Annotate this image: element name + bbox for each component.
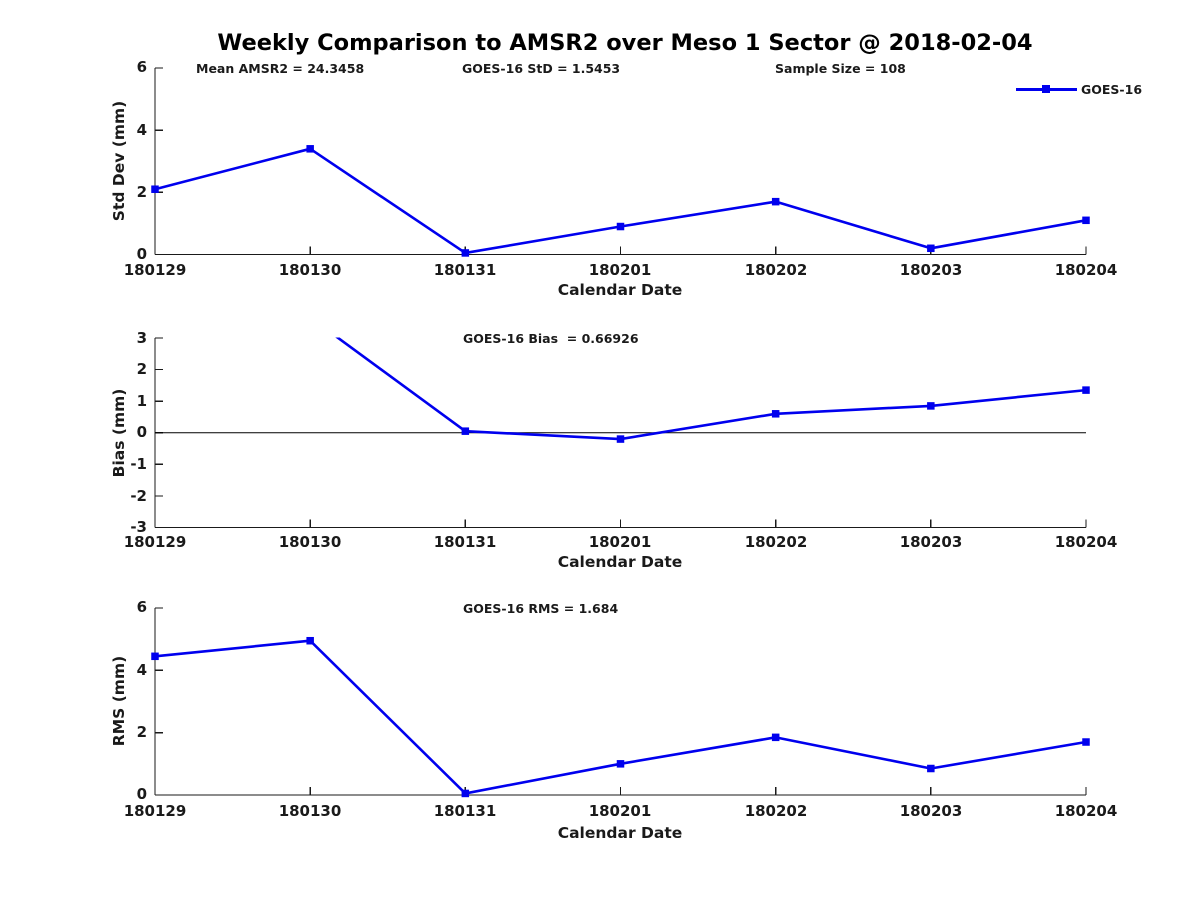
xtick-label: 180131 <box>433 261 497 279</box>
annotation-goes16-rms: GOES-16 RMS = 1.684 <box>463 601 619 616</box>
ytick-label: 2 <box>136 183 147 201</box>
xtick-label: 180203 <box>899 261 963 279</box>
ylabel-std-dev: Std Dev (mm) <box>110 100 128 222</box>
xtick-label: 180131 <box>433 533 497 551</box>
xtick-label: 180204 <box>1054 802 1118 820</box>
ytick-label: 0 <box>136 245 147 263</box>
xlabel-calendar-date-2: Calendar Date <box>557 553 683 571</box>
xtick-label: 180130 <box>278 261 342 279</box>
ylabel-bias: Bias (mm) <box>110 388 128 478</box>
xlabel-calendar-date-1: Calendar Date <box>557 281 683 299</box>
ytick-label: 1 <box>136 392 147 410</box>
xlabel-calendar-date-3: Calendar Date <box>557 824 683 842</box>
ytick-label: 3 <box>136 329 147 347</box>
ytick-label: -2 <box>130 487 147 505</box>
xtick-label: 180130 <box>278 533 342 551</box>
ytick-label: 0 <box>136 423 147 441</box>
figure-title: Weekly Comparison to AMSR2 over Meso 1 S… <box>217 30 1033 56</box>
annotation-goes16-std: GOES-16 StD = 1.5453 <box>462 61 621 76</box>
xtick-label: 180201 <box>588 261 652 279</box>
xtick-label: 180202 <box>744 802 808 820</box>
xtick-label: 180130 <box>278 802 342 820</box>
xtick-label: 180203 <box>899 533 963 551</box>
xtick-label: 180201 <box>588 533 652 551</box>
xtick-label: 180204 <box>1054 533 1118 551</box>
annotation-mean-amsr2: Mean AMSR2 = 24.3458 <box>196 61 365 76</box>
xtick-label: 180202 <box>744 261 808 279</box>
xtick-label: 180203 <box>899 802 963 820</box>
xtick-label: 180129 <box>123 802 187 820</box>
ytick-label: -1 <box>130 455 147 473</box>
ytick-label: 4 <box>136 661 147 679</box>
xtick-label: 180201 <box>588 802 652 820</box>
ytick-label: 0 <box>136 785 147 803</box>
legend-label: GOES-16 <box>1081 82 1143 97</box>
ytick-label: 2 <box>136 360 147 378</box>
annotation-goes16-bias: GOES-16 Bias = 0.66926 <box>463 331 639 346</box>
xtick-label: 180131 <box>433 802 497 820</box>
xtick-label: 180202 <box>744 533 808 551</box>
annotation-sample-size: Sample Size = 108 <box>775 61 906 76</box>
ytick-label: -3 <box>130 518 147 536</box>
ytick-label: 6 <box>136 598 147 616</box>
ytick-label: 2 <box>136 723 147 741</box>
legend-marker <box>1042 85 1050 94</box>
xtick-label: 180129 <box>123 261 187 279</box>
xtick-label: 180204 <box>1054 261 1118 279</box>
ytick-label: 4 <box>136 121 147 139</box>
ylabel-rms: RMS (mm) <box>110 655 128 747</box>
xtick-label: 180129 <box>123 533 187 551</box>
ytick-label: 6 <box>136 58 147 76</box>
